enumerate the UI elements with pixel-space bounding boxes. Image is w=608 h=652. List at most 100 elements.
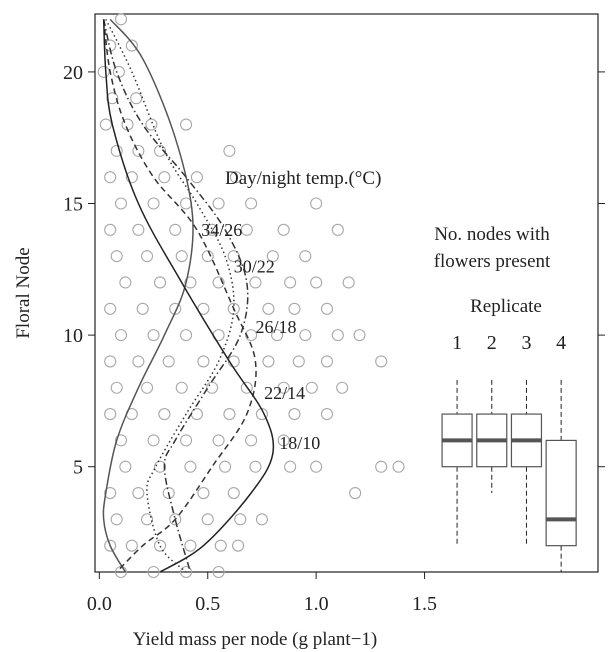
scatter-point (288, 302, 301, 315)
curve-18-10 (102, 19, 275, 573)
scatter-point (158, 408, 171, 421)
boxplot-title-line: No. nodes with (434, 224, 550, 245)
scatter-point (110, 250, 123, 263)
y-tick-label: 20 (63, 62, 83, 84)
x-tick-label: 0.5 (195, 593, 220, 615)
scatter-point (206, 381, 219, 394)
replicate-label-4: 4 (556, 332, 566, 354)
x-tick-label: 1.5 (412, 593, 437, 615)
scatter-point (223, 408, 236, 421)
legend-title: Day/night temp.(°C) (225, 168, 381, 189)
scatter-point (175, 250, 188, 263)
scatter-point (240, 223, 253, 236)
scatter-point (245, 434, 258, 447)
scatter-point (153, 539, 167, 552)
scatter-points-layer (97, 13, 405, 579)
scatter-point (305, 381, 318, 394)
boxplot-subtitle: Replicate (470, 296, 542, 317)
scatter-point (169, 513, 182, 526)
scatter-point (299, 250, 312, 263)
x-axis-label: Yield mass per node (g plant−1) (133, 629, 377, 650)
scatter-point (212, 565, 225, 579)
scatter-point (169, 223, 182, 236)
scatter-point (349, 486, 362, 500)
scatter-point (184, 460, 197, 473)
scatter-point (197, 355, 210, 368)
scatter-point (104, 171, 117, 184)
scatter-point (114, 434, 128, 447)
scatter-point (214, 539, 227, 552)
scatter-point (132, 355, 145, 368)
scatter-point (119, 460, 132, 473)
scatter-point (288, 408, 301, 421)
scatter-point (132, 486, 145, 500)
scatter-point (277, 223, 290, 236)
scatter-point (336, 381, 349, 394)
scatter-point (299, 329, 312, 342)
x-tick-label: 1.0 (304, 593, 329, 615)
scatter-point (262, 302, 275, 315)
scatter-point (130, 92, 143, 105)
scatter-point (114, 197, 128, 210)
replicate-label-3: 3 (521, 332, 531, 354)
scatter-point (145, 118, 158, 131)
x-tick-label: 0.0 (87, 593, 112, 615)
scatter-point (310, 460, 323, 473)
scatter-point (140, 381, 154, 394)
scatter-point (212, 276, 225, 289)
scatter-point (232, 539, 245, 552)
scatter-point (320, 355, 334, 368)
scatter-point (140, 250, 154, 263)
plot-frame (94, 13, 599, 573)
scatter-point (104, 223, 117, 236)
scatter-point (262, 355, 275, 368)
y-tick-label: 5 (73, 457, 83, 479)
scatter-point (99, 118, 112, 131)
scatter-point (277, 381, 290, 394)
scatter-point (223, 144, 236, 157)
boxplot-layer: 1 2 3 4 (441, 332, 577, 572)
scatter-point (206, 223, 219, 236)
scatter-point (292, 355, 305, 368)
scatter-point (162, 355, 175, 368)
scatter-point (104, 486, 117, 500)
scatter-point (284, 460, 297, 473)
scatter-point (147, 565, 160, 579)
scatter-point (158, 171, 171, 184)
scatter-point (104, 302, 117, 315)
scatter-point (255, 513, 268, 526)
scatter-point (180, 565, 193, 579)
scatter-point (212, 434, 225, 447)
scatter-point (249, 276, 262, 289)
scatter-point (110, 381, 123, 394)
scatter-point (114, 13, 128, 26)
curve-26-18 (102, 19, 249, 573)
scatter-point (249, 460, 262, 473)
boxplot-title-line: flowers present (434, 251, 551, 272)
scatter-point (175, 381, 188, 394)
y-axis-label: Floral Node (13, 247, 34, 338)
scatter-point (277, 434, 290, 447)
scatter-point (184, 539, 197, 552)
scatter-point (104, 355, 117, 368)
curve-label-34-26: 34/26 (201, 220, 242, 240)
scatter-point (147, 329, 160, 342)
scatter-point (229, 171, 242, 184)
label-layer: Day/night temp.(°C) No. nodes with flower… (13, 168, 551, 650)
scatter-point (310, 276, 323, 289)
scatter-point (153, 144, 167, 157)
scatter-point (132, 144, 145, 157)
scatter-point (162, 486, 175, 500)
box-4 (545, 439, 577, 547)
scatter-point (140, 513, 154, 526)
scatter-point (190, 408, 203, 421)
scatter-point (375, 460, 388, 473)
curve-30-22 (105, 18, 235, 573)
scatter-point (125, 39, 138, 52)
scatter-point (110, 144, 123, 157)
scatter-point (104, 539, 117, 552)
scatter-point (320, 302, 334, 315)
scatter-point (97, 65, 110, 78)
